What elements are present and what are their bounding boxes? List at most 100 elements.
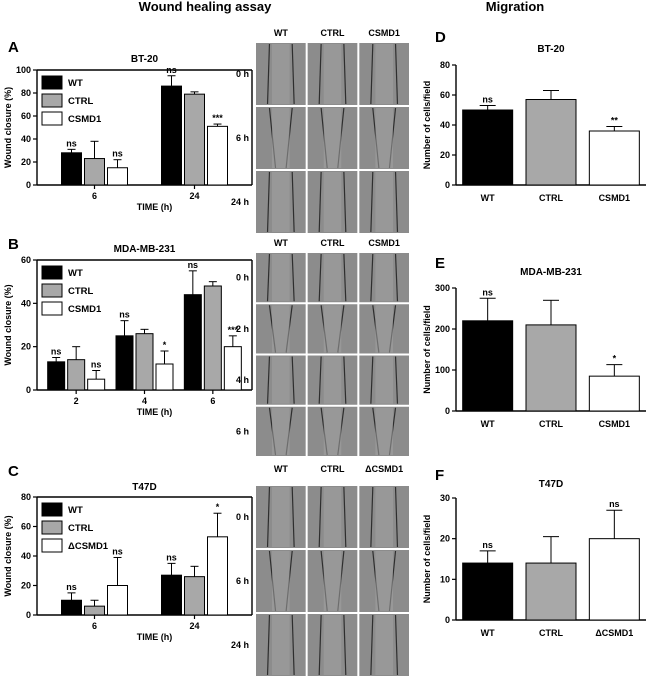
wound-edge <box>394 253 399 302</box>
micrographs: WT CTRL CSMD1 0 h 6 h 24 h WT CTRL CSMD1 0 h 2 h 4 … <box>231 28 411 678</box>
wound-edge <box>343 356 347 404</box>
panel-letter: C <box>8 463 19 480</box>
micrograph-row-label: 4 h <box>236 375 249 385</box>
wound-gap <box>375 254 393 302</box>
legend-label: CSMD1 <box>68 114 102 125</box>
legend-label: WT <box>68 268 83 279</box>
bar <box>588 130 640 186</box>
y-tick-label: 30 <box>440 493 450 503</box>
wound-edge <box>266 43 271 105</box>
y-tick-label: 100 <box>435 365 450 375</box>
legend-label: CSMD1 <box>68 304 102 315</box>
micrograph-row-label: 0 h <box>236 69 249 79</box>
wound-edge <box>318 614 322 676</box>
legend: WT CTRL CSMD1 <box>41 265 102 316</box>
bar <box>588 375 640 412</box>
bar <box>183 294 202 391</box>
wound-edge <box>266 356 271 404</box>
micrograph-column-label: CSMD1 <box>368 238 400 248</box>
bar <box>84 605 105 616</box>
wound-gap <box>375 305 393 353</box>
y-axis-label: Wound closure (%) <box>3 515 13 596</box>
y-tick-label: 0 <box>445 615 450 625</box>
micrograph-column-label: CTRL <box>321 464 345 474</box>
x-tick-label: CSMD1 <box>599 193 631 203</box>
y-tick-label: 200 <box>435 324 450 334</box>
bar <box>155 363 174 391</box>
bar <box>84 158 105 186</box>
bar <box>525 562 577 621</box>
bar <box>462 109 514 186</box>
y-tick-label: 40 <box>440 120 450 130</box>
x-tick-label: CTRL <box>539 193 563 203</box>
wound-edge <box>291 253 295 302</box>
micrograph-grid-B: WT CTRL CSMD1 0 h 2 h 4 h 6 h <box>236 238 411 458</box>
significance-label: ** <box>611 116 619 126</box>
x-axis-label: TIME (h) <box>137 202 173 212</box>
wound-gap <box>375 615 393 675</box>
chart-title: BT-20 <box>537 44 565 55</box>
bar <box>61 152 82 186</box>
wound-gap <box>375 551 393 611</box>
bar <box>184 93 205 186</box>
wound-edge <box>343 486 347 548</box>
legend-label: ΔCSMD1 <box>68 541 109 552</box>
bar <box>525 324 577 412</box>
wound-edge <box>394 614 399 676</box>
chart-title: T47D <box>132 482 156 493</box>
y-tick-label: 0 <box>26 610 31 620</box>
legend: WT CTRL CSMD1 <box>41 75 102 126</box>
legend-swatch <box>41 265 63 280</box>
header-migration: Migration <box>486 0 545 14</box>
wound-gap <box>272 615 290 675</box>
significance-label: ns <box>188 260 199 270</box>
wound-gap <box>323 615 342 675</box>
wound-gap <box>272 356 290 404</box>
panel-letter: F <box>435 467 444 484</box>
wound-edge <box>343 614 347 676</box>
wound-gap <box>323 356 342 404</box>
legend-swatch <box>41 75 63 90</box>
y-tick-label: 300 <box>435 283 450 293</box>
y-tick-label: 80 <box>21 492 31 502</box>
wound-gap <box>272 407 290 455</box>
wound-edge <box>343 43 347 105</box>
legend-swatch <box>41 301 63 316</box>
bar <box>203 285 222 391</box>
wound-edge <box>291 486 295 548</box>
bar <box>462 320 514 412</box>
significance-label: *** <box>228 325 239 335</box>
x-axis-label: TIME (h) <box>137 407 173 417</box>
significance-label: ns <box>66 582 77 592</box>
wound-edge <box>343 171 347 233</box>
y-tick-label: 80 <box>440 60 450 70</box>
y-tick-label: 20 <box>440 534 450 544</box>
bar <box>207 125 228 186</box>
x-tick-label: 24 <box>189 621 199 631</box>
chart-A: A BT-20 0 20 40 60 80 100 Wound closure (%) ns ns 6… <box>3 39 253 212</box>
wound-edge <box>394 43 399 105</box>
micrograph-grid-C: WT CTRL ΔCSMD1 0 h 6 h 24 h <box>231 464 411 678</box>
wound-edge <box>291 356 295 404</box>
wound-gap <box>375 108 393 168</box>
micrograph-grid-A: WT CTRL CSMD1 0 h 6 h 24 h <box>231 28 411 235</box>
legend-swatch <box>41 93 63 108</box>
bar <box>107 585 128 616</box>
x-tick-label: ΔCSMD1 <box>595 628 633 638</box>
wound-edge <box>266 486 271 548</box>
legend-swatch <box>41 520 63 535</box>
y-tick-label: 20 <box>21 342 31 352</box>
wound-edge <box>318 486 322 548</box>
legend: WT CTRL ΔCSMD1 <box>41 502 109 553</box>
x-tick-label: WT <box>481 193 495 203</box>
wound-edge <box>343 253 347 302</box>
micrograph-row-label: 0 h <box>236 512 249 522</box>
significance-label: ns <box>51 347 62 357</box>
y-tick-label: 20 <box>21 157 31 167</box>
y-tick-label: 10 <box>440 574 450 584</box>
wound-edge <box>318 253 322 302</box>
wound-gap <box>272 487 290 547</box>
chart-C: C T47D 0 20 40 60 80 Wound closure (%) ns ns 6 ns * 2… <box>3 463 253 642</box>
wound-gap <box>375 356 393 404</box>
